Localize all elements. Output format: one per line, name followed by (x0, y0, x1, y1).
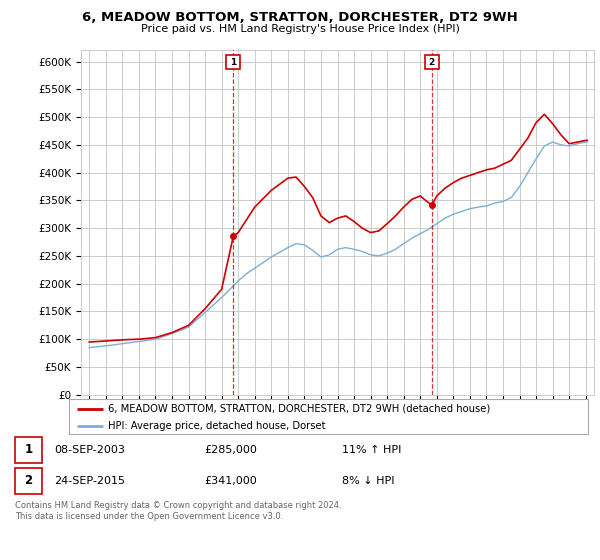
Text: 1: 1 (230, 58, 236, 67)
Text: £285,000: £285,000 (204, 445, 257, 455)
Text: Price paid vs. HM Land Registry's House Price Index (HPI): Price paid vs. HM Land Registry's House … (140, 24, 460, 34)
Text: 1: 1 (25, 443, 32, 456)
Text: 6, MEADOW BOTTOM, STRATTON, DORCHESTER, DT2 9WH (detached house): 6, MEADOW BOTTOM, STRATTON, DORCHESTER, … (108, 404, 490, 414)
Text: 8% ↓ HPI: 8% ↓ HPI (342, 476, 395, 486)
Text: 2: 2 (25, 474, 32, 487)
FancyBboxPatch shape (15, 437, 42, 463)
Text: HPI: Average price, detached house, Dorset: HPI: Average price, detached house, Dors… (108, 421, 325, 431)
Text: 08-SEP-2003: 08-SEP-2003 (54, 445, 125, 455)
Text: 24-SEP-2015: 24-SEP-2015 (54, 476, 125, 486)
Text: 6, MEADOW BOTTOM, STRATTON, DORCHESTER, DT2 9WH: 6, MEADOW BOTTOM, STRATTON, DORCHESTER, … (82, 11, 518, 24)
Text: £341,000: £341,000 (204, 476, 257, 486)
FancyBboxPatch shape (15, 468, 42, 494)
Text: 2: 2 (429, 58, 435, 67)
Text: 11% ↑ HPI: 11% ↑ HPI (342, 445, 401, 455)
Text: Contains HM Land Registry data © Crown copyright and database right 2024.
This d: Contains HM Land Registry data © Crown c… (15, 501, 341, 521)
